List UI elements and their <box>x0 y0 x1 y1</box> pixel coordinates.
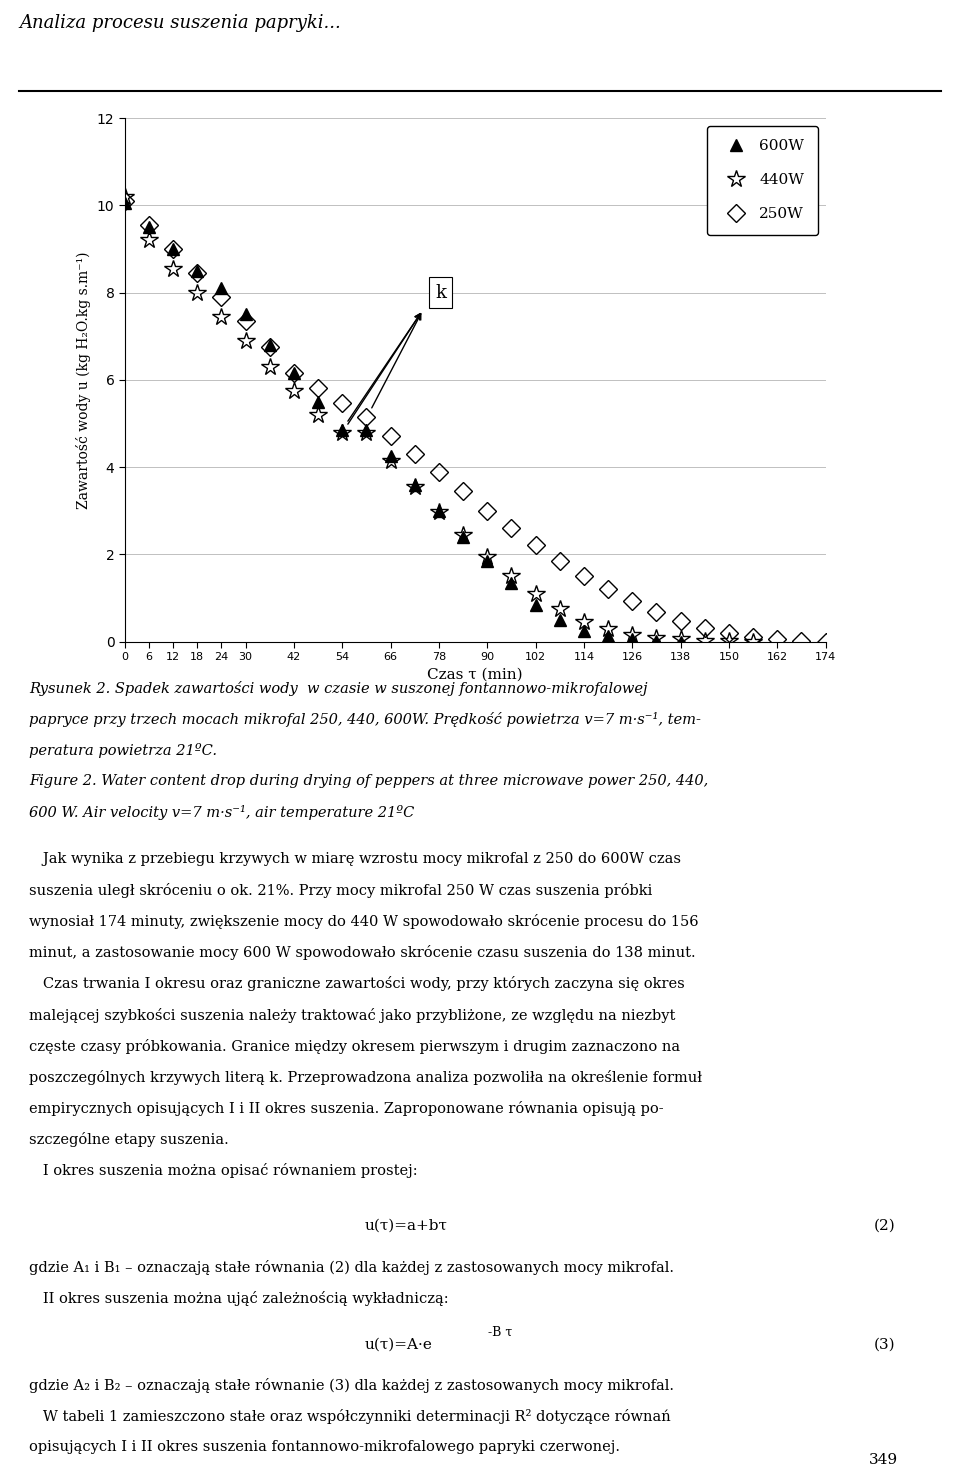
X-axis label: Czas τ (min): Czas τ (min) <box>427 668 523 681</box>
Text: empirycznych opisujących I i II okres suszenia. Zaproponowane równania opisują p: empirycznych opisujących I i II okres su… <box>29 1100 663 1117</box>
Text: minut, a zastosowanie mocy 600 W spowodowało skrócenie czasu suszenia do 138 min: minut, a zastosowanie mocy 600 W spowodo… <box>29 945 695 960</box>
Text: u(τ)=a+bτ: u(τ)=a+bτ <box>365 1220 447 1233</box>
Legend: 600W, 440W, 250W: 600W, 440W, 250W <box>708 125 818 235</box>
Text: -B τ: -B τ <box>488 1326 512 1338</box>
Text: I okres suszenia można opisać równaniem prostej:: I okres suszenia można opisać równaniem … <box>29 1164 418 1179</box>
Y-axis label: Zawartość wody u (kg H₂O.kg s.m⁻¹): Zawartość wody u (kg H₂O.kg s.m⁻¹) <box>76 251 91 509</box>
Text: gdzie A₂ i B₂ – oznaczają stałe równanie (3) dla każdej z zastosowanych mocy mik: gdzie A₂ i B₂ – oznaczają stałe równanie… <box>29 1378 674 1392</box>
Text: W tabeli 1 zamieszczono stałe oraz współczynniki determinacji R² dotyczące równa: W tabeli 1 zamieszczono stałe oraz współ… <box>29 1409 670 1423</box>
Text: (3): (3) <box>874 1338 896 1351</box>
Text: opisujących I i II okres suszenia fontannowo-mikrofalowego papryki czerwonej.: opisujących I i II okres suszenia fontan… <box>29 1440 620 1454</box>
Text: Rysunek 2. Spadek zawartości wody  w czasie w suszonej fontannowo-mikrofalowej: Rysunek 2. Spadek zawartości wody w czas… <box>29 681 647 696</box>
Text: gdzie A₁ i B₁ – oznaczają stałe równania (2) dla każdej z zastosowanych mocy mik: gdzie A₁ i B₁ – oznaczają stałe równania… <box>29 1260 674 1274</box>
Text: peratura powietrza 21ºC.: peratura powietrza 21ºC. <box>29 743 217 758</box>
Text: Analiza procesu suszenia papryki...: Analiza procesu suszenia papryki... <box>19 15 341 32</box>
Text: (2): (2) <box>874 1220 896 1233</box>
Text: papryce przy trzech mocach mikrofal 250, 440, 600W. Prędkość powietrza v=7 m·s⁻¹: papryce przy trzech mocach mikrofal 250,… <box>29 712 701 727</box>
Text: częste czasy próbkowania. Granice między okresem pierwszym i drugim zaznaczono n: częste czasy próbkowania. Granice między… <box>29 1038 680 1053</box>
Text: szczególne etapy suszenia.: szczególne etapy suszenia. <box>29 1131 228 1148</box>
Text: Jak wynika z przebiegu krzywych w miarę wzrostu mocy mikrofal z 250 do 600W czas: Jak wynika z przebiegu krzywych w miarę … <box>29 853 681 866</box>
Text: 349: 349 <box>869 1453 898 1466</box>
Text: malejącej szybkości suszenia należy traktować jako przybliżone, ze względu na ni: malejącej szybkości suszenia należy trak… <box>29 1007 675 1022</box>
Text: wynosiał 174 minuty, zwiększenie mocy do 440 W spowodowało skrócenie procesu do : wynosiał 174 minuty, zwiększenie mocy do… <box>29 914 699 929</box>
Text: Czas trwania I okresu oraz graniczne zawartości wody, przy których zaczyna się o: Czas trwania I okresu oraz graniczne zaw… <box>29 976 684 991</box>
Text: poszczególnych krzywych literą k. Przeprowadzona analiza pozwoliła na określenie: poszczególnych krzywych literą k. Przepr… <box>29 1069 702 1084</box>
Text: suszenia uległ skróceniu o ok. 21%. Przy mocy mikrofal 250 W czas suszenia próbk: suszenia uległ skróceniu o ok. 21%. Przy… <box>29 884 652 898</box>
Text: Figure 2. Water content drop during drying of peppers at three microwave power 2: Figure 2. Water content drop during dryi… <box>29 774 708 788</box>
Text: II okres suszenia można ująć zależnością wykładniczą:: II okres suszenia można ująć zależnością… <box>29 1291 448 1305</box>
Text: k: k <box>435 283 446 301</box>
Text: 600 W. Air velocity v=7 m·s⁻¹, air temperature 21ºC: 600 W. Air velocity v=7 m·s⁻¹, air tempe… <box>29 805 414 820</box>
Text: u(τ)=A·e: u(τ)=A·e <box>365 1338 433 1351</box>
